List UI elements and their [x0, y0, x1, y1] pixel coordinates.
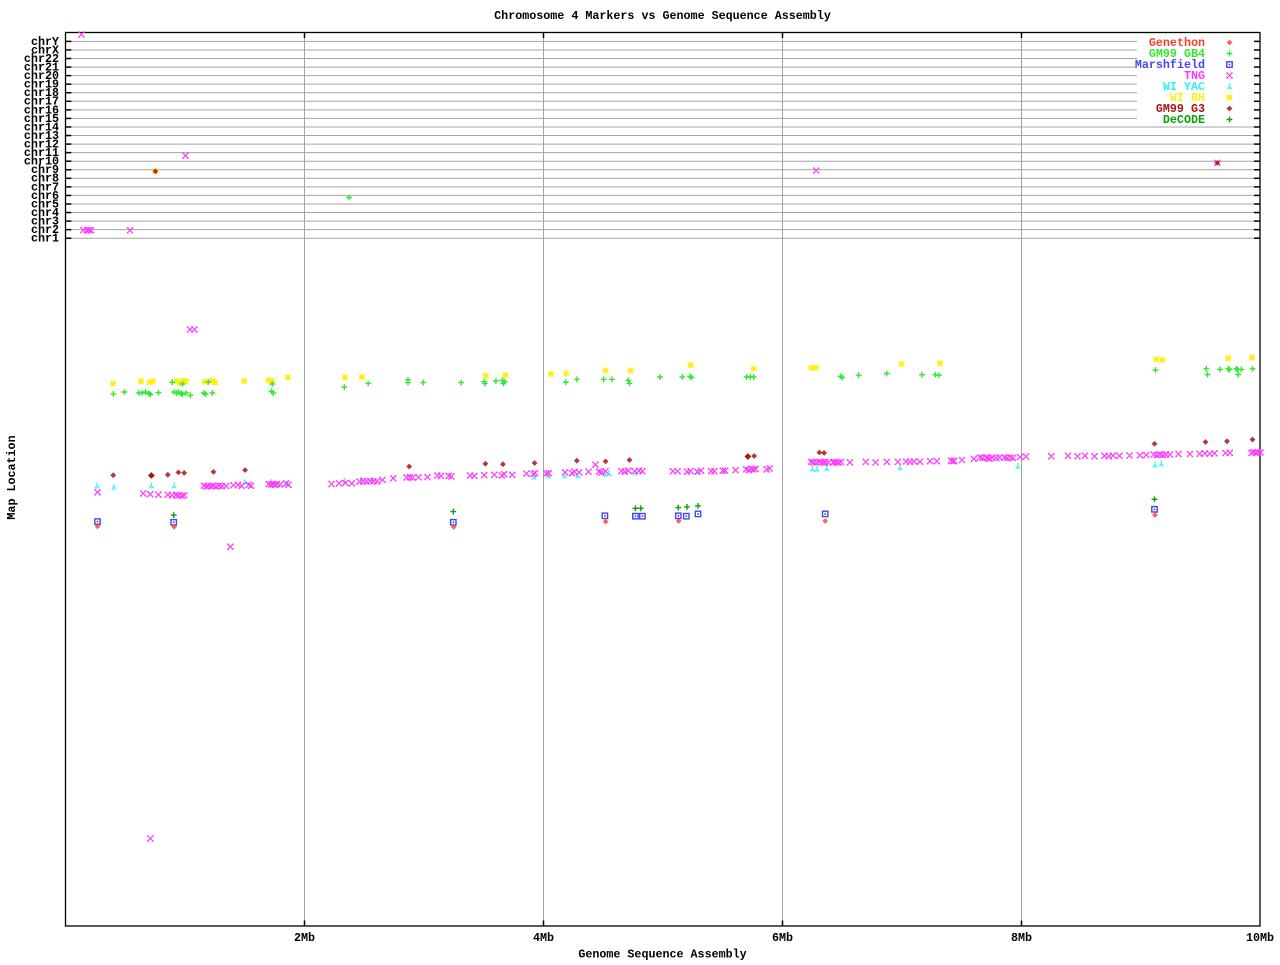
svg-text:chr18: chr18 — [24, 86, 59, 100]
svg-text:chr21: chr21 — [24, 60, 59, 74]
svg-text:DeCODE: DeCODE — [1163, 113, 1205, 127]
svg-text:chr10: chr10 — [24, 155, 59, 169]
svg-text:chr14: chr14 — [24, 120, 59, 134]
svg-text:WI YAC: WI YAC — [1163, 80, 1205, 94]
svg-text:chr11: chr11 — [24, 146, 59, 160]
svg-text:2Mb: 2Mb — [294, 931, 315, 945]
svg-text:chr2: chr2 — [31, 223, 59, 237]
svg-text:Genethon: Genethon — [1149, 36, 1205, 50]
svg-text:chr12: chr12 — [24, 137, 59, 151]
svg-text:chr17: chr17 — [24, 95, 59, 109]
svg-text:6Mb: 6Mb — [772, 931, 793, 945]
svg-text:Map Location: Map Location — [5, 435, 19, 519]
svg-text:Marshfield: Marshfield — [1135, 58, 1205, 72]
svg-text:chr3: chr3 — [31, 214, 59, 228]
svg-text:Chromosome 4 Markers vs Genome: Chromosome 4 Markers vs Genome Sequence … — [494, 9, 831, 23]
svg-text:GM99 G3: GM99 G3 — [1156, 102, 1205, 116]
svg-text:chr1: chr1 — [31, 232, 59, 246]
svg-text:TNG: TNG — [1184, 69, 1205, 83]
svg-text:4Mb: 4Mb — [533, 931, 554, 945]
svg-text:chr6: chr6 — [31, 189, 59, 203]
svg-text:chr8: chr8 — [31, 172, 59, 186]
svg-text:chr16: chr16 — [24, 103, 59, 117]
svg-text:chr5: chr5 — [31, 197, 59, 211]
svg-text:chr22: chr22 — [24, 52, 59, 66]
svg-text:GM99 GB4: GM99 GB4 — [1149, 47, 1205, 61]
svg-text:chr20: chr20 — [24, 69, 59, 83]
svg-text:chr4: chr4 — [31, 206, 59, 220]
svg-text:8Mb: 8Mb — [1011, 931, 1032, 945]
svg-text:WI RH: WI RH — [1170, 91, 1205, 105]
svg-text:chr13: chr13 — [24, 129, 59, 143]
svg-text:chrX: chrX — [31, 43, 60, 57]
svg-text:chr7: chr7 — [31, 180, 59, 194]
svg-text:chr19: chr19 — [24, 78, 59, 92]
svg-text:chr9: chr9 — [31, 163, 59, 177]
svg-text:10Mb: 10Mb — [1246, 931, 1274, 945]
svg-text:Genome Sequence Assembly: Genome Sequence Assembly — [578, 947, 746, 960]
svg-text:chr15: chr15 — [24, 112, 59, 126]
svg-text:chrY: chrY — [31, 35, 59, 49]
